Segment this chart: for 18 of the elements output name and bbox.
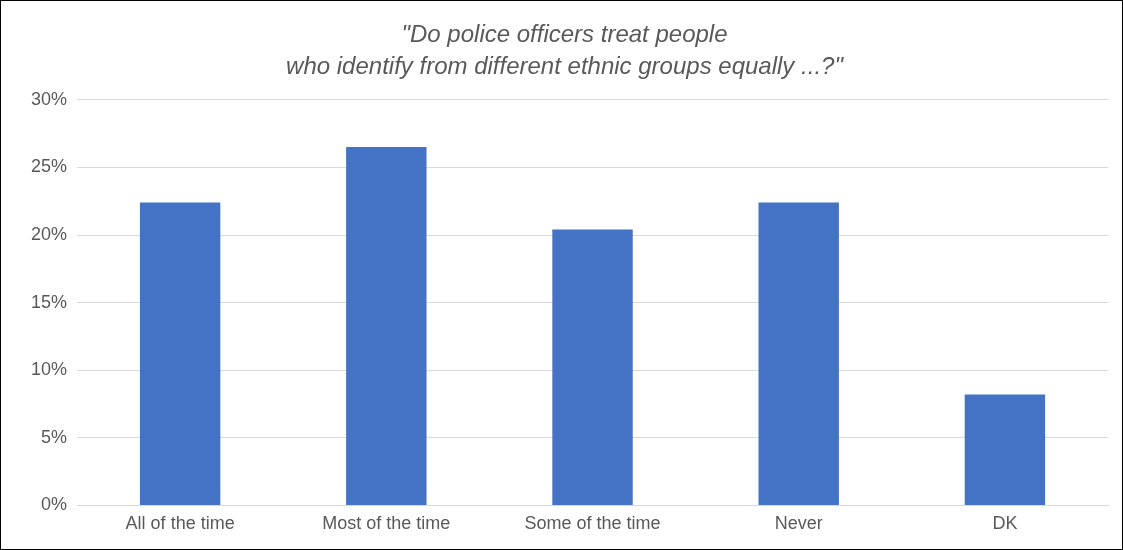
- bar: [139, 202, 221, 505]
- bar: [346, 147, 427, 505]
- y-tick-label: 0%: [41, 494, 68, 515]
- y-tick-label: 10%: [31, 359, 68, 380]
- bar: [964, 394, 1046, 505]
- x-tick-label: All of the time: [125, 513, 235, 534]
- x-tick-label: DK: [992, 513, 1018, 534]
- y-tick-label: 30%: [31, 88, 68, 109]
- bar: [552, 229, 633, 505]
- bar: [758, 202, 839, 505]
- y-tick-label: 5%: [41, 426, 68, 447]
- x-tick-label: Most of the time: [322, 513, 451, 534]
- y-tick-label: 15%: [31, 291, 68, 312]
- x-tick-label: Never: [774, 513, 823, 534]
- chart-title: "Do police officers treat people who identify from different ethnic groups equally ...?": [286, 19, 845, 80]
- x-tick-label: Some of the time: [524, 513, 661, 534]
- y-tick-label: 25%: [31, 156, 68, 177]
- y-tick-label: 20%: [31, 223, 68, 244]
